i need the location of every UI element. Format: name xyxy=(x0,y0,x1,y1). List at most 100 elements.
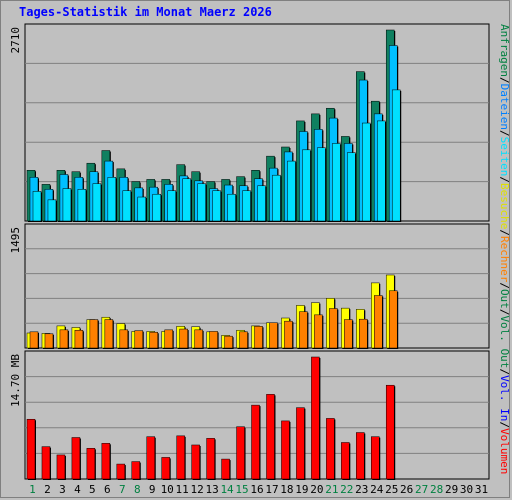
bar-rechner-16 xyxy=(254,326,263,349)
legend-item-18: Volumen xyxy=(498,428,511,474)
bar-seiten-7 xyxy=(122,190,132,222)
legend-item-12: Vol. xyxy=(498,315,511,348)
bar-rechner-11 xyxy=(179,328,188,349)
bar-rechner-4 xyxy=(74,329,84,349)
bar-rechner-2 xyxy=(44,333,54,349)
bar-seiten-12 xyxy=(197,183,206,222)
bar-rechner-13 xyxy=(209,331,218,349)
x-tick-label-17: 17 xyxy=(265,483,278,496)
bar-seiten-19 xyxy=(302,149,311,222)
bar-volumen-11 xyxy=(176,435,185,480)
y-max-label-top: 2710 xyxy=(9,27,22,54)
x-tick-label-20: 20 xyxy=(310,483,323,496)
x-tick-label-9: 9 xyxy=(149,483,156,496)
bar-seiten-25 xyxy=(391,89,401,222)
x-tick-label-2: 2 xyxy=(44,483,51,496)
legend-item-17: / xyxy=(498,421,511,428)
bar-seiten-3 xyxy=(62,188,72,222)
bar-seiten-9 xyxy=(152,193,161,222)
legend-item-8: Rechner xyxy=(498,236,511,283)
bar-volumen-15 xyxy=(236,426,245,480)
bar-volumen-16 xyxy=(251,404,260,480)
bar-seiten-1 xyxy=(32,191,42,222)
legend-item-3: / xyxy=(498,130,511,137)
bar-seiten-18 xyxy=(287,160,296,222)
x-tick-label-11: 11 xyxy=(176,483,189,496)
x-tick-label-21: 21 xyxy=(325,483,338,496)
x-tick-label-3: 3 xyxy=(59,483,66,496)
x-tick-label-12: 12 xyxy=(191,483,204,496)
x-tick-label-26: 26 xyxy=(400,483,413,496)
bar-volumen-22 xyxy=(341,442,350,480)
bar-volumen-21 xyxy=(326,418,335,480)
x-tick-label-18: 18 xyxy=(280,483,293,496)
x-tick-label-13: 13 xyxy=(205,483,218,496)
bar-volumen-23 xyxy=(356,432,365,480)
bar-rechner-25 xyxy=(388,290,398,349)
y-max-label-bottom: 14.70 MB xyxy=(9,354,22,407)
bar-rechner-10 xyxy=(164,329,173,349)
bar-seiten-13 xyxy=(212,190,221,222)
legend-item-11: / xyxy=(498,309,511,316)
x-tick-label-23: 23 xyxy=(355,483,368,496)
legend-item-16: In xyxy=(498,408,511,421)
bar-seiten-17 xyxy=(272,174,281,222)
bar-volumen-25 xyxy=(385,384,395,480)
bar-seiten-11 xyxy=(182,178,191,222)
bar-volumen-10 xyxy=(161,457,170,480)
bar-rechner-8 xyxy=(134,330,144,349)
bar-seiten-8 xyxy=(137,196,147,222)
legend-item-1: / xyxy=(498,77,511,84)
x-tick-label-29: 29 xyxy=(445,483,458,496)
x-tick-label-14: 14 xyxy=(220,483,234,496)
bar-rechner-17 xyxy=(269,322,278,349)
x-tick-label-8: 8 xyxy=(134,483,141,496)
legend-item-15: Vol. xyxy=(498,375,511,408)
x-tick-label-4: 4 xyxy=(74,483,81,496)
legend-item-2: Dateien xyxy=(498,84,511,130)
bar-volumen-19 xyxy=(296,407,305,480)
bar-rechner-15 xyxy=(239,331,248,349)
x-tick-label-24: 24 xyxy=(370,483,384,496)
x-tick-label-15: 15 xyxy=(235,483,248,496)
bar-volumen-17 xyxy=(266,394,275,480)
bar-seiten-24 xyxy=(377,120,386,222)
bar-rechner-14 xyxy=(224,335,233,349)
bar-seiten-4 xyxy=(77,189,87,222)
bar-rechner-23 xyxy=(359,318,368,349)
bar-rechner-5 xyxy=(89,319,99,349)
x-tick-label-10: 10 xyxy=(161,483,174,496)
x-tick-label-7: 7 xyxy=(119,483,126,496)
x-tick-label-22: 22 xyxy=(340,483,353,496)
legend-item-4: Seiten xyxy=(498,137,511,177)
legend-text: Anfragen/Dateien/Seiten/Besuche/Rechner/… xyxy=(498,24,511,474)
bar-rechner-3 xyxy=(59,329,69,349)
legend-item-5: / xyxy=(498,176,511,183)
bar-rechner-1 xyxy=(29,331,39,349)
bar-seiten-5 xyxy=(92,183,102,222)
x-tick-label-1: 1 xyxy=(29,483,36,496)
legend-item-0: Anfragen xyxy=(498,24,511,77)
bar-volumen-20 xyxy=(311,356,320,480)
x-tick-label-25: 25 xyxy=(385,483,398,496)
bar-rechner-21 xyxy=(329,308,338,349)
bar-volumen-12 xyxy=(191,444,200,480)
legend-item-6: Besuche xyxy=(498,183,511,229)
bar-volumen-2 xyxy=(41,446,51,480)
x-tick-label-16: 16 xyxy=(250,483,263,496)
bar-seiten-6 xyxy=(107,177,117,222)
bar-volumen-9 xyxy=(146,436,155,480)
bar-rechner-6 xyxy=(104,319,114,349)
x-tick-label-5: 5 xyxy=(89,483,96,496)
bar-seiten-22 xyxy=(347,152,356,222)
bar-volumen-5 xyxy=(86,448,96,480)
bar-volumen-13 xyxy=(206,438,215,480)
bar-volumen-6 xyxy=(101,443,111,480)
x-tick-label-30: 30 xyxy=(460,483,473,496)
bar-rechner-12 xyxy=(194,329,203,349)
bar-seiten-20 xyxy=(317,147,326,222)
bar-seiten-21 xyxy=(332,143,341,222)
